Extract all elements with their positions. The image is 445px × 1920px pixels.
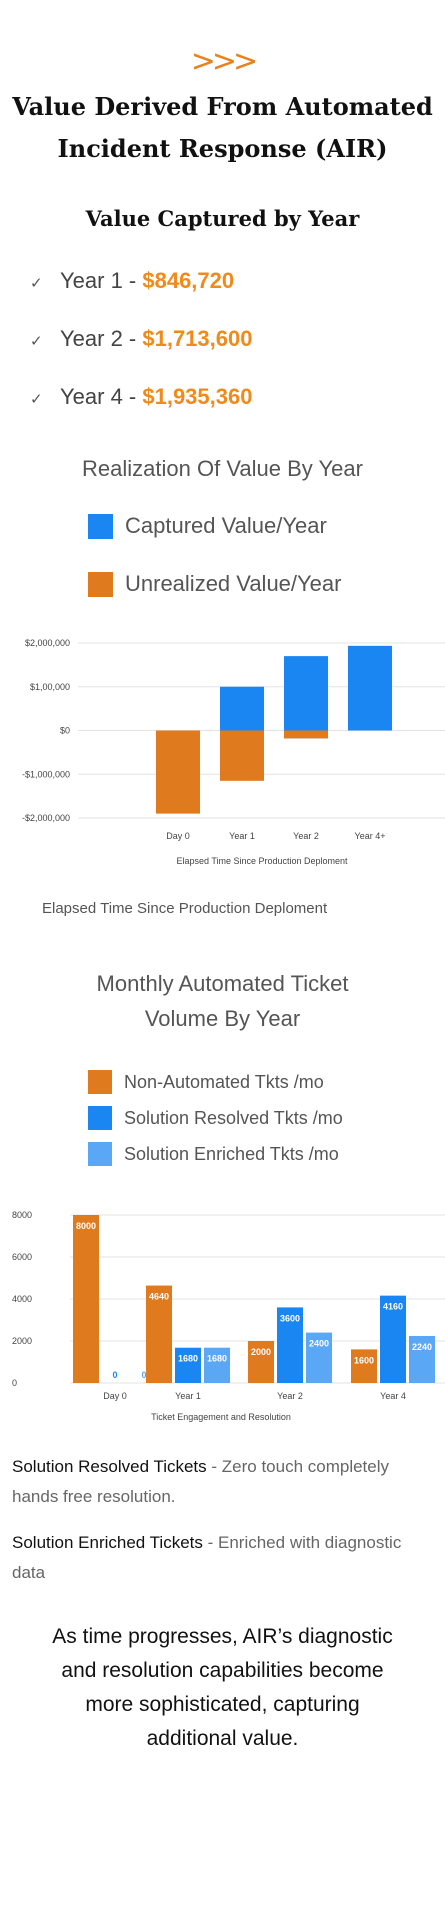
- data-label: 2000: [251, 1347, 271, 1357]
- year-amount: $846,720: [142, 268, 235, 293]
- y-tick-label: $1,00,000: [30, 682, 70, 692]
- y-tick-label: 0: [12, 1378, 17, 1388]
- title-line-2: Incident Response (AIR): [57, 134, 388, 163]
- bar: [409, 1335, 435, 1383]
- x-axis-label: Elapsed Time Since Production Deploment: [176, 856, 348, 866]
- legend-item-resolved: Solution Resolved Tkts /mo: [88, 1106, 343, 1130]
- x-tick-label: Year 2: [277, 1391, 303, 1401]
- bar: [204, 1347, 230, 1383]
- bar: [284, 656, 328, 739]
- closing-line: and resolution capabilities become: [61, 1659, 384, 1682]
- x-tick-label: Year 1: [229, 831, 255, 841]
- year-item: ✓ Year 2 - $1,713,600: [30, 326, 252, 352]
- closing-line: additional value.: [146, 1727, 299, 1750]
- year-label: Year 1 -: [60, 268, 143, 293]
- x-axis-label: Ticket Engagement and Resolution: [151, 1412, 291, 1422]
- heading-line-2: Volume By Year: [144, 1006, 301, 1031]
- legend-swatch: [88, 1106, 112, 1130]
- bar: [380, 1295, 406, 1383]
- x-tick-label: Year 4+: [355, 831, 386, 841]
- description-enriched: Solution Enriched Tickets - Enriched wit…: [12, 1528, 437, 1588]
- legend-label: Solution Enriched Tkts /mo: [124, 1143, 339, 1164]
- legend-swatch: [88, 571, 113, 597]
- bar: [284, 730, 328, 739]
- y-tick-label: -$2,000,000: [22, 813, 70, 823]
- bar: [220, 730, 264, 781]
- legend-item-captured: Captured Value/Year: [88, 513, 327, 539]
- bar: [146, 1285, 172, 1383]
- bar: [73, 1215, 99, 1383]
- data-label: 3600: [280, 1313, 300, 1323]
- data-label: 0: [141, 1370, 146, 1380]
- legend-swatch: [88, 1142, 112, 1166]
- legend-label: Solution Resolved Tkts /mo: [124, 1107, 343, 1128]
- x-tick-label: Year 4: [380, 1391, 406, 1401]
- data-label: 2240: [412, 1342, 432, 1352]
- ticket-volume-heading: Monthly Automated Ticket Volume By Year: [0, 966, 445, 1036]
- legend-swatch: [88, 1070, 112, 1094]
- x-tick-label: Year 2: [293, 831, 319, 841]
- description-text: - Zero touch completely hands free resol…: [12, 1457, 390, 1506]
- data-label: 4160: [383, 1302, 403, 1312]
- y-tick-label: 8000: [12, 1210, 32, 1220]
- x-tick-label: Year 1: [175, 1391, 201, 1401]
- data-label: 0: [112, 1370, 117, 1380]
- y-tick-label: 2000: [12, 1336, 32, 1346]
- page-title: Value Derived From Automated Incident Re…: [0, 86, 445, 170]
- legend-label: Non-Automated Tkts /mo: [124, 1071, 324, 1092]
- chevron-icon: >>>: [190, 44, 258, 79]
- description-resolved: Solution Resolved Tickets - Zero touch c…: [12, 1452, 437, 1512]
- year-label: Year 2 -: [60, 326, 143, 351]
- y-tick-label: $2,000,000: [25, 638, 70, 648]
- closing-line: As time progresses, AIR’s diagnostic: [52, 1625, 393, 1648]
- year-item: ✓ Year 4 - $1,935,360: [30, 384, 252, 410]
- description-term: Solution Resolved Tickets: [12, 1457, 207, 1476]
- description-text: - Enriched with diagnostic data: [12, 1533, 402, 1582]
- bar: [306, 1332, 332, 1383]
- year-amount: $1,713,600: [142, 326, 253, 351]
- y-tick-label: 6000: [12, 1252, 32, 1262]
- legend-item-non-automated: Non-Automated Tkts /mo: [88, 1070, 324, 1094]
- legend-item-enriched: Solution Enriched Tkts /mo: [88, 1142, 339, 1166]
- legend-swatch: [88, 513, 113, 539]
- year-amount: $1,935,360: [142, 384, 253, 409]
- year-item: ✓ Year 1 - $846,720: [30, 268, 234, 294]
- x-tick-label: Day 0: [166, 831, 190, 841]
- legend-label: Captured Value/Year: [125, 513, 327, 538]
- bar: [248, 1341, 274, 1383]
- description-term: Solution Enriched Tickets: [12, 1533, 203, 1552]
- checkmark-icon: ✓: [30, 275, 43, 292]
- x-tick-label: Day 0: [103, 1391, 127, 1401]
- bar: [175, 1347, 201, 1383]
- y-tick-label: -$1,000,000: [22, 769, 70, 779]
- y-tick-label: $0: [60, 726, 70, 736]
- data-label: 1680: [178, 1354, 198, 1364]
- bar: [277, 1307, 303, 1383]
- closing-statement: As time progresses, AIR’s diagnostic and…: [0, 1620, 445, 1756]
- bar: [156, 730, 200, 814]
- legend-label: Unrealized Value/Year: [125, 571, 342, 596]
- value-captured-heading: Value Captured by Year: [85, 206, 360, 231]
- chart-caption: Elapsed Time Since Production Deploment: [42, 900, 328, 917]
- data-label: 4640: [149, 1292, 169, 1302]
- bar: [351, 1349, 377, 1383]
- y-tick-label: 4000: [12, 1294, 32, 1304]
- title-line-1: Value Derived From Automated: [12, 92, 433, 121]
- data-label: 2400: [309, 1339, 329, 1349]
- legend-item-unrealized: Unrealized Value/Year: [88, 571, 341, 597]
- checkmark-icon: ✓: [30, 391, 43, 408]
- data-label: 8000: [76, 1221, 96, 1231]
- ticket-volume-chart: 0 2000 4000 6000 8000 Day 0 Year 1 Year 2 Year 4…: [12, 1210, 445, 1422]
- data-label: 1600: [354, 1355, 374, 1365]
- heading-line-1: Monthly Automated Ticket: [96, 971, 349, 996]
- realization-heading: Realization Of Value By Year: [82, 456, 363, 481]
- checkmark-icon: ✓: [30, 333, 43, 350]
- bar: [220, 686, 264, 731]
- data-label: 1680: [207, 1354, 227, 1364]
- bar: [348, 645, 392, 731]
- year-label: Year 4 -: [60, 384, 143, 409]
- value-realization-chart: $2,000,000 $1,00,000 $0 -$1,000,000 -$2,000,…: [22, 638, 445, 866]
- closing-line: more sophisticated, capturing: [85, 1693, 360, 1716]
